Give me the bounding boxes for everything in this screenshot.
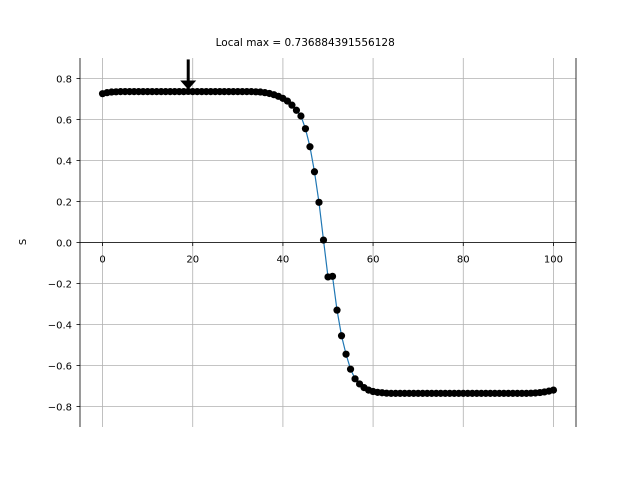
y-tick-label: 0.8 (56, 75, 72, 86)
data-point (328, 272, 337, 280)
data-point (333, 306, 341, 314)
data-point (301, 125, 310, 133)
data-point (288, 101, 296, 109)
data-point (342, 350, 350, 358)
annotation-arrow-head (180, 80, 197, 90)
x-tick-label: 0 (99, 255, 105, 266)
y-axis: −0.8 −0.6 −0.4 −0.2 0.0 0.2 0.4 0.6 0.8 (48, 75, 80, 414)
y-tick-label: −0.2 (48, 280, 72, 291)
y-axis-label: S (18, 239, 29, 245)
y-tick-label: −0.4 (48, 321, 72, 332)
x-tick-label: 100 (544, 255, 563, 266)
x-tick-label: 60 (367, 255, 380, 266)
data-point (337, 332, 346, 340)
y-tick-label: 0.4 (56, 157, 72, 168)
data-point (306, 143, 314, 151)
data-point (310, 168, 319, 176)
data-point (351, 375, 359, 383)
x-tick-label: 40 (277, 255, 290, 266)
data-point (297, 112, 305, 120)
annotation: Local max = 0.736884391556128 (180, 37, 395, 90)
x-tick-label: 80 (457, 255, 470, 266)
y-tick-label: 0.2 (56, 198, 72, 209)
x-tick-label: 20 (186, 255, 199, 266)
axes-spines (79, 58, 577, 427)
y-tick-label: −0.6 (48, 362, 72, 373)
data-point (319, 236, 328, 244)
x-axis: 0 20 40 60 80 100 (99, 242, 563, 266)
data-point (346, 365, 355, 373)
series (98, 87, 558, 397)
data-point (549, 386, 558, 394)
y-tick-label: 0.0 (56, 239, 72, 250)
annotation-label: Local max = 0.736884391556128 (216, 37, 395, 49)
y-tick-label: −0.8 (48, 403, 72, 414)
data-point (292, 106, 301, 114)
data-point (315, 198, 323, 206)
y-tick-label: 0.6 (56, 116, 72, 127)
